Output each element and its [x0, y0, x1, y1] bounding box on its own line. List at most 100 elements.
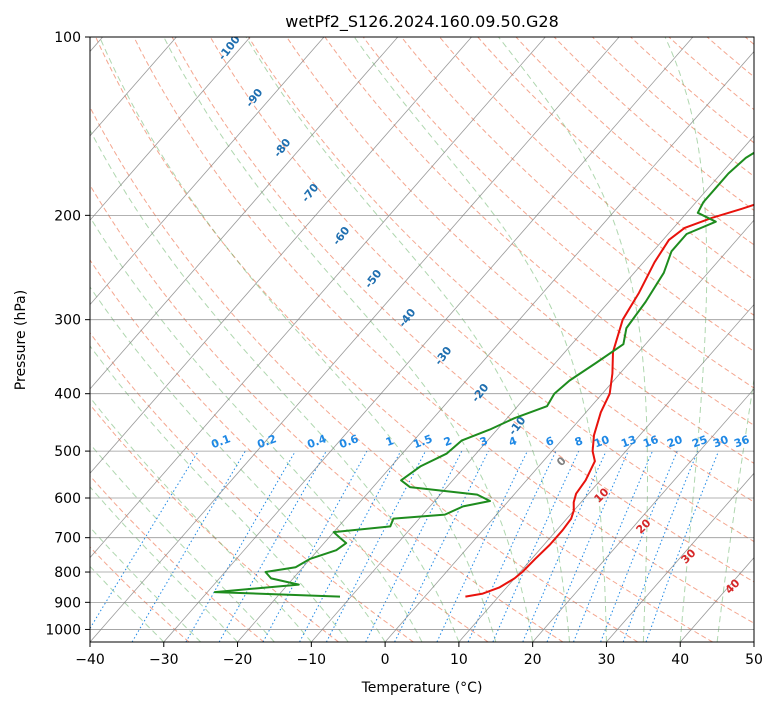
dry-adiabat — [90, 475, 265, 642]
y-tick-label: 900 — [54, 595, 81, 611]
mixing-ratio-line — [262, 450, 368, 642]
mixing-ratio-label: 13 — [619, 433, 638, 450]
dry-adiabat-label: -90 — [243, 86, 266, 110]
moist-adiabat-label: 20 — [634, 516, 654, 536]
background-lines — [90, 37, 754, 642]
temperature-line — [465, 203, 754, 598]
isotherm — [458, 303, 754, 642]
dry-adiabat-label: -60 — [330, 224, 353, 248]
moist-adiabat — [664, 37, 708, 642]
mixing-ratio-label: 36 — [732, 433, 751, 451]
dry-adiabat — [209, 37, 754, 543]
dry-adiabat — [90, 259, 489, 642]
moist-adiabat — [716, 376, 754, 642]
isotherm — [90, 37, 546, 559]
dry-adiabat — [286, 37, 754, 464]
isotherm — [90, 37, 399, 390]
y-axis-label: Pressure (hPa) — [13, 290, 29, 390]
dry-adiabat — [591, 37, 754, 177]
x-axis: −40 −30 −20 −10 0 10 20 30 40 50 — [75, 642, 763, 668]
mixing-ratio-label: 0.6 — [337, 432, 360, 451]
mixing-ratio-line — [436, 450, 528, 642]
moist-adiabat — [245, 37, 571, 642]
x-tick-label: 30 — [598, 652, 616, 668]
moist-adiabat — [90, 129, 460, 642]
mixing-ratio-line — [522, 450, 607, 642]
dry-adiabat — [324, 37, 754, 426]
x-tick-label: −10 — [297, 652, 327, 668]
isotherm — [606, 472, 754, 642]
dry-adiabat-label: -40 — [396, 306, 419, 330]
isotherm — [90, 37, 251, 221]
dry-adiabat — [95, 37, 713, 642]
x-axis-label: Temperature (°C) — [361, 680, 483, 696]
isotherm — [679, 557, 754, 642]
dry-adiabat — [362, 37, 754, 389]
moist-adiabat — [90, 443, 275, 642]
dry-adiabat — [477, 37, 754, 281]
y-tick-label: 600 — [54, 491, 81, 507]
moist-adiabat — [90, 216, 423, 642]
mixing-ratio-line — [492, 450, 580, 642]
dry-adiabat — [90, 332, 414, 642]
mixing-ratio-line — [185, 450, 296, 642]
dry-adiabat — [247, 37, 754, 503]
y-tick-label: 800 — [54, 565, 81, 581]
isotherm — [90, 37, 472, 474]
moist-adiabat — [498, 37, 648, 642]
mixing-ratio-label: 0.4 — [305, 432, 328, 451]
mixing-ratio-label: 16 — [641, 433, 660, 451]
dry-adiabat-label: -70 — [299, 181, 322, 205]
mixing-ratio-line — [546, 450, 629, 642]
profile-lines — [213, 151, 754, 598]
x-tick-label: 50 — [745, 652, 763, 668]
dry-adiabat-label: -20 — [469, 381, 492, 405]
dry-adiabat — [553, 37, 754, 211]
x-tick-label: −40 — [75, 652, 105, 668]
x-tick-label: 0 — [381, 652, 390, 668]
isotherm — [237, 50, 754, 642]
x-tick-label: −30 — [149, 652, 179, 668]
isotherm — [753, 641, 754, 642]
moist-adiabat — [99, 37, 497, 642]
mixing-ratio-label: 0.2 — [255, 432, 278, 451]
x-tick-label: 10 — [450, 652, 468, 668]
mixing-ratio-line — [573, 450, 653, 642]
x-tick-label: 40 — [671, 652, 689, 668]
dry-adiabat — [668, 37, 754, 111]
line-labels: -100-90-80-70-60-50-40-30-20-10010203040… — [209, 37, 751, 597]
y-axis: 100 200 300 400 500 600 700 800 900 1000 — [45, 30, 90, 638]
mixing-ratio-line — [299, 450, 402, 642]
plot-frame — [89, 36, 755, 643]
isotherm — [532, 388, 754, 642]
y-tick-label: 300 — [54, 313, 81, 329]
mixing-ratio-line — [622, 450, 699, 642]
mixing-ratio-label: 1 — [384, 434, 396, 449]
y-tick-label: 400 — [54, 387, 81, 403]
mixing-ratio-label: 10 — [592, 433, 611, 451]
mixing-ratio-label: 0.1 — [209, 432, 232, 451]
moist-adiabat — [163, 37, 534, 642]
x-tick-label: −20 — [223, 652, 253, 668]
y-tick-label: 1000 — [45, 622, 81, 638]
chart-title: wetPf2_S126.2024.160.09.50.G28 — [285, 12, 559, 32]
dry-adiabat — [629, 37, 754, 144]
mixing-ratio-line — [365, 450, 463, 642]
x-tick-label: 20 — [524, 652, 542, 668]
dry-adiabat — [90, 106, 639, 642]
moist-adiabat-label: 10 — [592, 485, 612, 505]
moist-adiabat-label: 40 — [723, 576, 743, 596]
isotherm — [90, 37, 325, 306]
mixing-ratio-label: 2 — [442, 434, 454, 449]
y-tick-label: 500 — [54, 444, 81, 460]
dry-adiabat — [400, 37, 754, 352]
moist-adiabat — [90, 396, 312, 642]
mixing-ratio-line — [600, 450, 678, 642]
dry-adiabat — [133, 37, 754, 624]
y-tick-label: 200 — [54, 208, 81, 224]
dry-adiabat-label: -50 — [362, 267, 385, 291]
y-tick-label: 700 — [54, 531, 81, 547]
isotherm — [384, 219, 754, 642]
dewpoint-line — [213, 151, 754, 598]
